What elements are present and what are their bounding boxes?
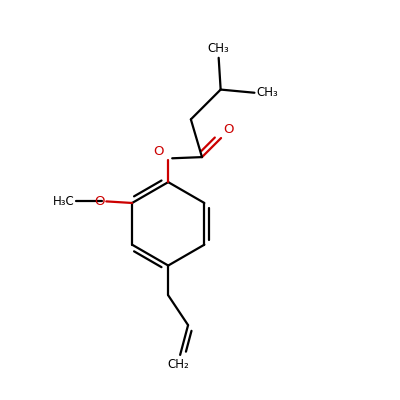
Text: CH₃: CH₃ [257,86,278,99]
Text: O: O [94,195,104,208]
Text: CH₂: CH₂ [167,358,189,371]
Text: CH₃: CH₃ [208,42,230,56]
Text: O: O [223,123,234,136]
Text: H₃C: H₃C [53,195,74,208]
Text: O: O [153,145,164,158]
